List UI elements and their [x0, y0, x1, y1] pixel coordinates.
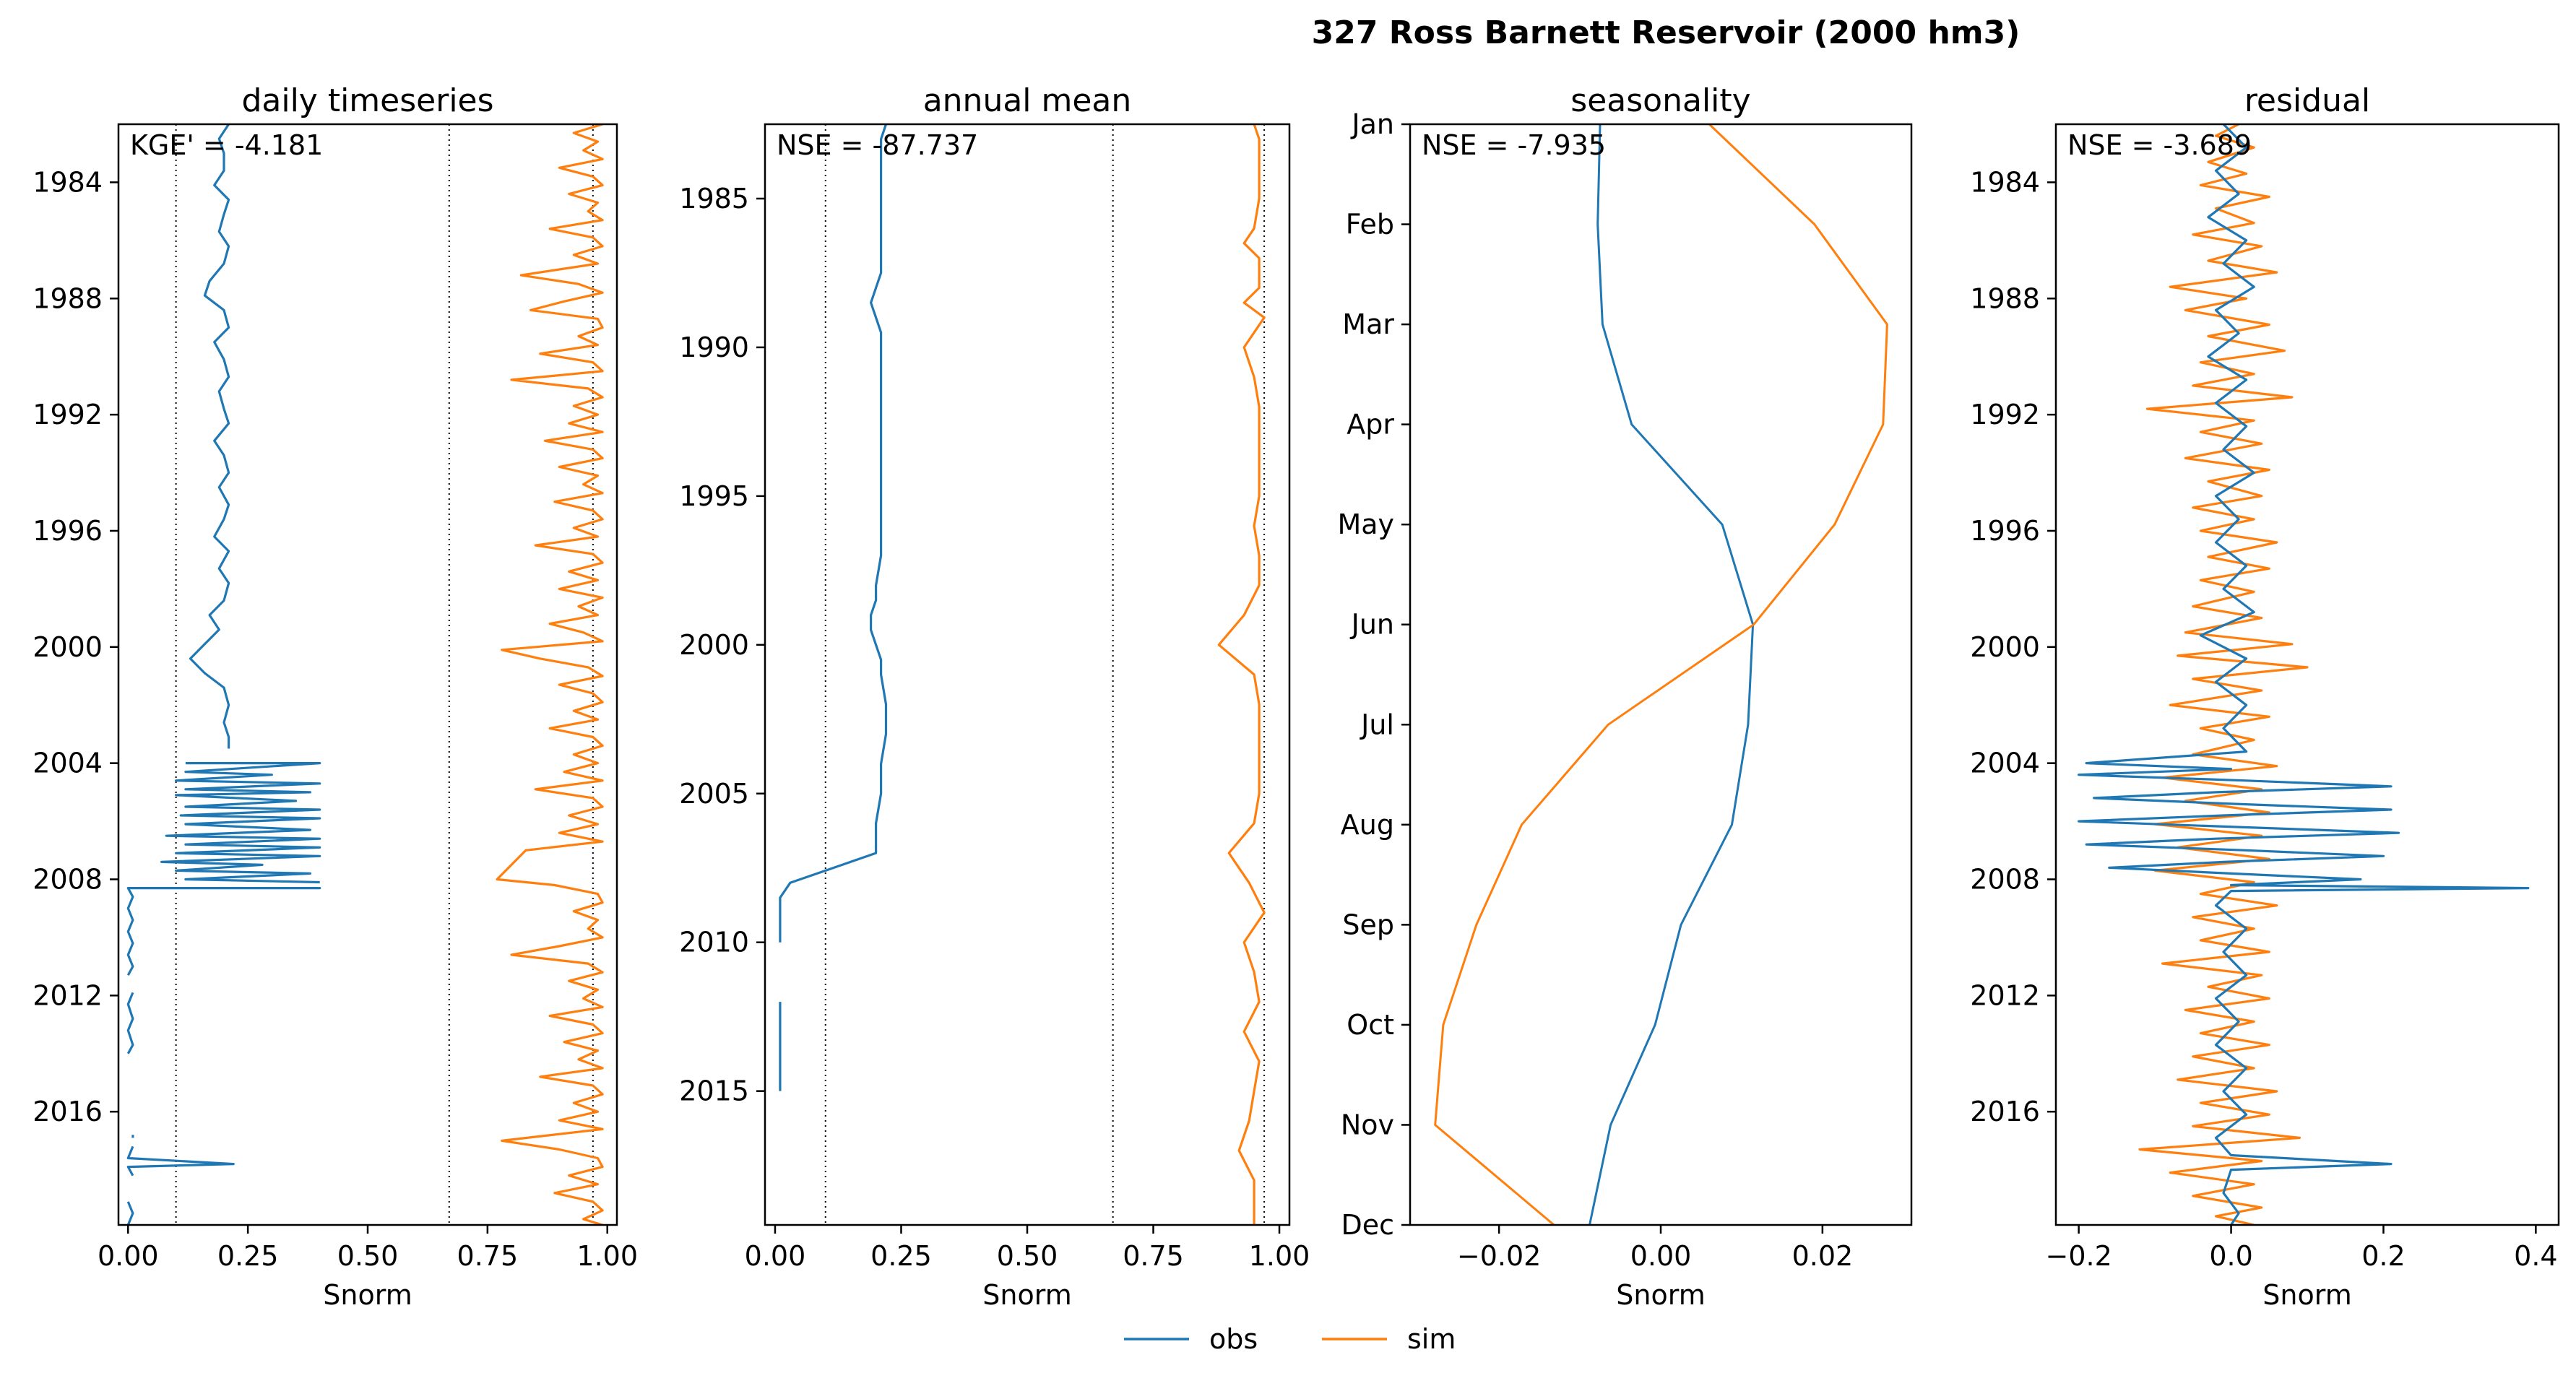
obs-line: [126, 992, 134, 1054]
x-tick-label: −0.2: [2045, 1240, 2112, 1272]
x-tick-label: 1.00: [576, 1240, 638, 1272]
obs-line: [1589, 124, 1755, 1225]
metric-annotation: KGE' = -4.181: [130, 129, 323, 161]
panel-title: residual: [2244, 82, 2370, 119]
axes-frame: [2054, 123, 2560, 1226]
obs-line: [126, 886, 321, 976]
obs-line: [2078, 124, 2530, 1225]
panel-3: seasonality Snorm −0.02 0.00 0.02 Jan Feb Mar Ap…: [1337, 82, 1913, 1311]
y-tick-label: Nov: [1341, 1109, 1394, 1140]
panel-4: residual Snorm −0.2 0.0 0.2 0.4 1984 1988 1992 19…: [1970, 82, 2560, 1311]
y-tick-label: 2016: [1970, 1096, 2040, 1127]
x-axis-label: Snorm: [982, 1279, 1071, 1311]
x-tick-label: 0.2: [2361, 1240, 2405, 1272]
y-tick-label: 2008: [1970, 863, 2040, 895]
y-tick-label: 1988: [33, 282, 103, 314]
y-tick-label: 1984: [1970, 166, 2040, 198]
axes-frame: [764, 123, 1291, 1226]
x-tick-label: 0.4: [2514, 1240, 2557, 1272]
figure-title: 327 Ross Barnett Reservoir (2000 hm3): [1312, 14, 2020, 51]
metric-annotation: NSE = -87.737: [777, 129, 978, 161]
metric-annotation: NSE = -7.935: [1422, 129, 1606, 161]
y-tick-label: Feb: [1346, 209, 1394, 241]
obs-line: [126, 1145, 235, 1177]
obs-line: [160, 761, 321, 884]
series-group: [779, 124, 1266, 1225]
x-tick-label: 0.25: [217, 1240, 279, 1272]
sim-line: [496, 124, 604, 1225]
panel-title: annual mean: [923, 82, 1132, 119]
series-group: [1434, 124, 1888, 1225]
y-tick-label: 1988: [1970, 282, 2040, 314]
y-tick-label: 2012: [1970, 979, 2040, 1011]
y-tick-label: Jan: [1350, 108, 1394, 140]
panel-1: daily timeseries Snorm 0.00 0.25 0.50 0.75 1.0…: [33, 82, 638, 1311]
x-tick-label: −0.02: [1457, 1240, 1541, 1272]
axes-frame: [117, 123, 618, 1226]
x-tick-label: 0.00: [745, 1240, 806, 1272]
panel-title: seasonality: [1570, 82, 1750, 119]
y-tick-label: 1985: [679, 183, 749, 215]
panel-title: daily timeseries: [241, 82, 493, 119]
obs-line: [779, 124, 888, 943]
y-tick-label: 1996: [1970, 515, 2040, 547]
y-tick-label: May: [1337, 508, 1394, 540]
y-tick-label: 2000: [679, 629, 749, 661]
y-tick-label: Aug: [1341, 809, 1394, 841]
legend-label: sim: [1407, 1323, 1456, 1355]
sim-line: [1217, 124, 1266, 1225]
y-tick-label: 1984: [33, 166, 103, 198]
y-tick-label: 2008: [33, 863, 103, 895]
series-group: [126, 124, 604, 1225]
y-tick-label: 1992: [33, 399, 103, 430]
legend-label: obs: [1209, 1323, 1258, 1355]
obs-line: [126, 1201, 134, 1225]
x-tick-label: 0.50: [997, 1240, 1058, 1272]
y-tick-label: Oct: [1347, 1009, 1394, 1041]
sim-line: [2138, 124, 2309, 1225]
x-tick-label: 0.25: [870, 1240, 932, 1272]
obs-line: [189, 124, 230, 749]
metric-annotation: NSE = -3.689: [2067, 129, 2252, 161]
y-tick-label: Dec: [1341, 1209, 1394, 1241]
x-tick-label: 1.00: [1249, 1240, 1310, 1272]
y-tick-label: Apr: [1347, 409, 1394, 441]
y-tick-label: 1990: [679, 332, 749, 363]
y-tick-label: 2010: [679, 927, 749, 958]
sim-line: [1434, 124, 1888, 1225]
x-tick-label: 0.00: [1630, 1240, 1692, 1272]
y-tick-label: Jul: [1360, 709, 1394, 740]
y-tick-label: 1992: [1970, 399, 2040, 430]
y-tick-label: 2004: [1970, 748, 2040, 779]
y-tick-label: 2016: [33, 1096, 103, 1127]
y-tick-label: 2012: [33, 979, 103, 1011]
series-group: [2078, 124, 2530, 1225]
y-tick-label: 2004: [33, 748, 103, 779]
legend: obs sim: [1124, 1323, 1456, 1355]
panel-2: annual mean Snorm 0.00 0.25 0.50 0.75 1.00 1985…: [679, 82, 1310, 1311]
y-tick-label: Sep: [1342, 909, 1394, 940]
x-tick-label: 0.75: [457, 1240, 519, 1272]
x-tick-label: 0.00: [98, 1240, 159, 1272]
axes-frame: [1409, 123, 1913, 1226]
y-tick-label: Jun: [1350, 609, 1394, 641]
y-tick-label: 1995: [679, 480, 749, 512]
x-tick-label: 0.02: [1792, 1240, 1854, 1272]
x-tick-label: 0.75: [1123, 1240, 1184, 1272]
x-axis-label: Snorm: [2262, 1279, 2351, 1311]
y-tick-label: 2005: [679, 778, 749, 810]
y-tick-label: Mar: [1342, 308, 1394, 340]
x-tick-label: 0.0: [2209, 1240, 2252, 1272]
y-tick-label: 2000: [33, 631, 103, 663]
y-tick-label: 2015: [679, 1075, 749, 1107]
x-tick-label: 0.50: [337, 1240, 399, 1272]
x-axis-label: Snorm: [323, 1279, 412, 1311]
x-axis-label: Snorm: [1616, 1279, 1705, 1311]
y-tick-label: 2000: [1970, 631, 2040, 663]
y-tick-label: 1996: [33, 515, 103, 547]
